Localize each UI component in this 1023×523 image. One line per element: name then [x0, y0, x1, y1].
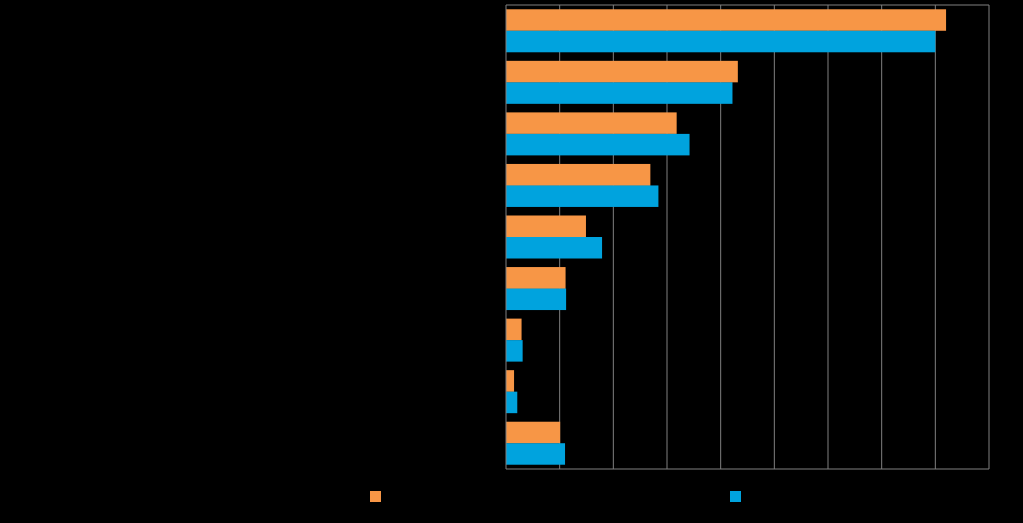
axes: [505, 4, 990, 470]
bar-series-1-category-2: [506, 60, 738, 83]
bar-series-1-category-3: [506, 112, 677, 134]
bar-series-1-category-7: [506, 318, 522, 341]
bar-series-2-category-5: [506, 237, 603, 259]
bar-series-2-category-3: [506, 133, 690, 156]
bar-series-2-category-4: [506, 185, 659, 207]
bar-series-1-category-1: [506, 9, 947, 31]
legend-swatch-series-1: [370, 491, 381, 502]
bar-series-2-category-9: [506, 443, 566, 465]
bar-series-2-category-7: [506, 340, 523, 362]
bar-series-2-category-8: [506, 391, 518, 414]
bar-series-1-category-9: [506, 421, 561, 444]
bar-series-1-category-4: [506, 163, 651, 186]
legend-swatch-series-2: [730, 491, 741, 502]
bar-series-1-category-5: [506, 215, 586, 237]
bar-series-1-category-8: [506, 370, 515, 392]
bar-series-2-category-2: [506, 82, 733, 104]
bars: [506, 9, 947, 465]
bar-series-1-category-6: [506, 267, 566, 289]
bar-series-2-category-6: [506, 288, 567, 311]
bar-series-2-category-1: [506, 30, 936, 53]
legend: [370, 491, 741, 502]
